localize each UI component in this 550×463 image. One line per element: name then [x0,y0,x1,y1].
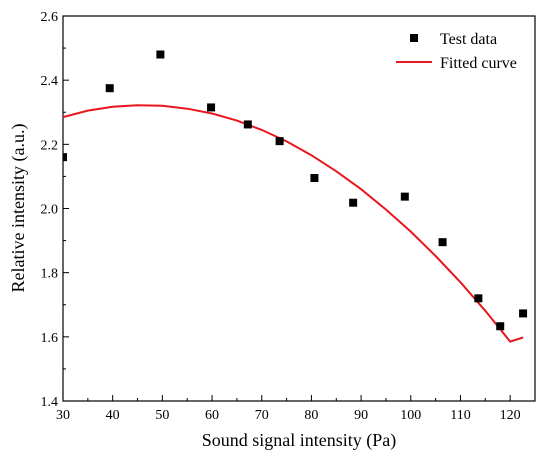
data-point [496,322,505,331]
data-point [310,174,319,183]
data-point [438,238,447,247]
y-tick-label: 1.8 [41,267,59,282]
test-data-markers [63,50,528,331]
legend-marker-test-data [410,34,418,42]
x-tick-label: 70 [255,408,269,423]
plot-frame [62,15,536,402]
data-point [207,103,216,112]
x-axis-title: Sound signal intensity (Pa) [202,430,397,451]
x-tick-label: 30 [56,408,70,423]
x-tick-label: 60 [205,408,219,423]
x-tick-label: 80 [304,408,318,423]
fitted-curve-line [62,104,524,343]
x-tick-label: 100 [400,408,421,423]
y-tick-label: 2.4 [41,74,59,89]
y-tick-label: 2.2 [41,138,59,153]
data-point [400,192,409,201]
data-point [474,294,483,303]
y-tick-labels: 1.4 1.6 1.8 2.0 2.2 2.4 2.6 [41,10,59,410]
axis-ticks [62,15,511,402]
legend-label-fitted-curve: Fitted curve [440,55,517,72]
x-tick-label: 110 [450,408,470,423]
y-tick-label: 1.4 [41,395,59,410]
x-tick-label: 50 [155,408,169,423]
y-tick-label: 1.6 [41,331,59,346]
y-axis-title: Relative intensity (a.u.) [8,124,29,293]
data-point [243,120,252,129]
legend-label-test-data: Test data [440,31,497,48]
data-point [105,84,114,93]
y-tick-label: 2.0 [41,203,59,218]
data-point [519,309,528,318]
x-tick-label: 90 [354,408,368,423]
data-point [349,198,358,207]
y-tick-label: 2.6 [41,10,59,25]
legend: Test data Fitted curve [396,31,517,72]
data-point [156,50,165,59]
data-point [63,153,67,162]
x-tick-label: 40 [106,408,120,423]
x-tick-labels: 30 40 50 60 70 80 90 100 110 120 [56,408,521,423]
x-tick-label: 120 [500,408,521,423]
data-point [275,137,284,146]
